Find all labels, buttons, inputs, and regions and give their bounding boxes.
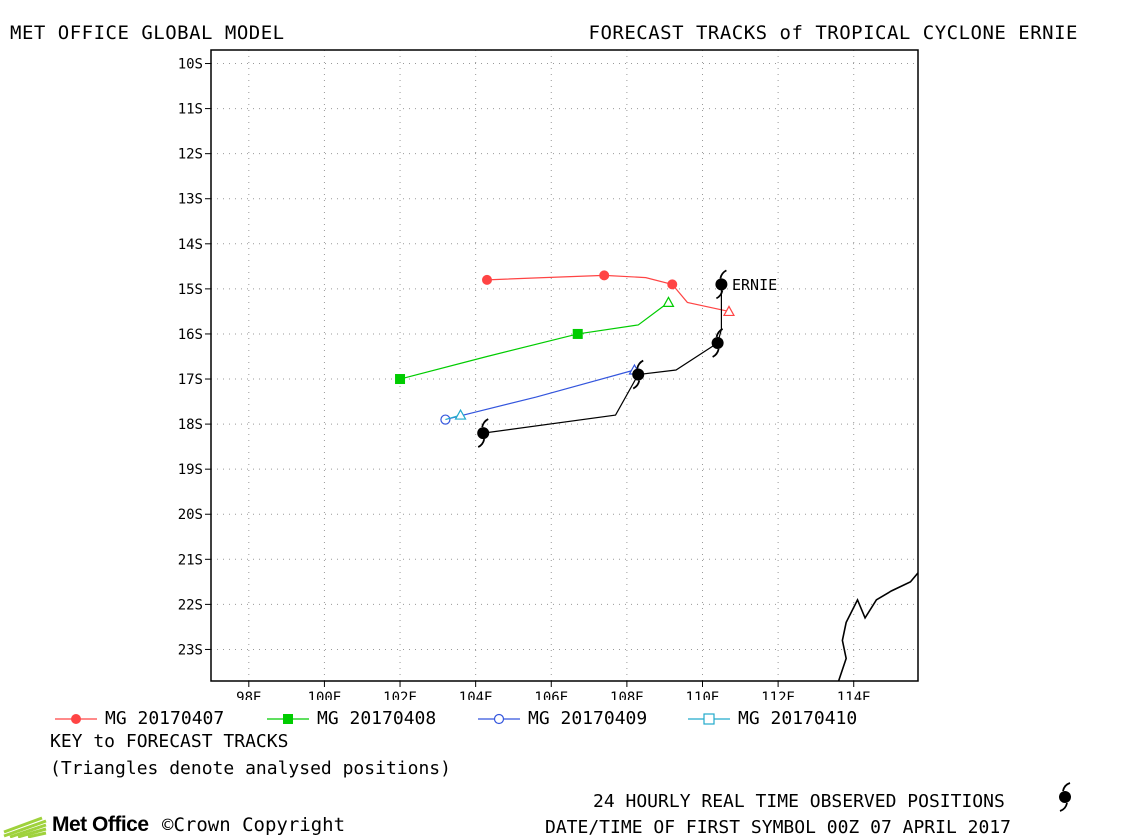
cyclone-arm xyxy=(481,418,489,428)
coastline xyxy=(837,572,919,682)
lat-tick-label: 11S xyxy=(178,102,203,118)
forecast-title: FORECAST TRACKS of TROPICAL CYCLONE ERNI… xyxy=(588,22,1078,44)
forecast-point-marker xyxy=(599,270,610,281)
lat-tick-label: 17S xyxy=(178,372,203,388)
cyclone-symbol-icon xyxy=(711,328,724,358)
cyclone-arm xyxy=(632,380,641,390)
axis-ticks: 10S 11S 12S 13S 14S 15S 16S 17S 18S 19S 20S 21S 22S 2… xyxy=(178,57,871,700)
lon-tick-label: 106E xyxy=(534,690,568,700)
cyclone-eye xyxy=(711,336,724,349)
track-map: 10S 11S 12S 13S 14S 15S 16S 17S 18S 19S 20S 21S 22S 2… xyxy=(178,49,919,700)
forecast-point-marker xyxy=(481,274,492,285)
cyclone-eye xyxy=(715,278,728,291)
lat-tick-label: 10S xyxy=(178,57,203,73)
lat-tick-label: 23S xyxy=(178,642,203,658)
key-title: KEY to FORECAST TRACKS xyxy=(50,731,289,752)
forecast-tracks xyxy=(395,270,735,425)
legend-marker-red-circle xyxy=(55,713,97,724)
legend-label: MG 20170409 xyxy=(528,708,648,729)
track-line xyxy=(399,301,669,380)
cyclone-eye xyxy=(477,427,490,440)
legend-label: MG 20170410 xyxy=(738,708,858,729)
lon-tick-label: 112E xyxy=(761,690,795,700)
cyclone-symbol-icon xyxy=(1059,782,1071,812)
legend-item-20170407: MG 20170407 xyxy=(55,708,224,729)
lon-tick-label: 114E xyxy=(837,690,871,700)
lat-tick-label: 15S xyxy=(178,282,203,298)
lat-tick-label: 19S xyxy=(178,462,203,478)
lat-tick-label: 22S xyxy=(178,597,203,613)
lat-tick-label: 14S xyxy=(178,237,203,253)
analysed-position-triangle xyxy=(454,408,467,420)
observed-track xyxy=(477,269,728,448)
lat-tick-label: 18S xyxy=(178,417,203,433)
lon-tick-label: 110E xyxy=(686,690,720,700)
lat-tick-label: 21S xyxy=(178,552,203,568)
cyclone-symbol-icon xyxy=(477,418,490,448)
cyclone-arm xyxy=(712,348,720,358)
cyclone-eye xyxy=(632,368,645,381)
lon-tick-label: 102E xyxy=(383,690,417,700)
model-title: MET OFFICE GLOBAL MODEL xyxy=(10,22,285,44)
lon-tick-label: 104E xyxy=(459,690,493,700)
lon-tick-label: 108E xyxy=(610,690,644,700)
lon-tick-label: 100E xyxy=(308,690,342,700)
legend-label: MG 20170407 xyxy=(105,708,225,729)
cyclone-arm xyxy=(636,359,644,369)
forecast-point-marker xyxy=(572,328,583,339)
lat-tick-label: 16S xyxy=(178,327,203,343)
legend-marker-blue-circle xyxy=(478,713,520,724)
forecast-point-marker xyxy=(395,374,406,385)
lat-tick-label: 20S xyxy=(178,507,203,523)
copyright-notice: ©Crown Copyright xyxy=(162,814,346,836)
cyclone-symbol-icon xyxy=(632,359,645,390)
analysed-position-triangle xyxy=(662,296,675,307)
observed-track-line xyxy=(483,284,723,434)
met-office-logo-icon xyxy=(3,816,47,838)
cyclone-arm xyxy=(477,438,486,448)
coastline-path xyxy=(837,572,919,682)
legend-label: MG 20170408 xyxy=(317,708,437,729)
track-line xyxy=(445,369,635,421)
map-frame xyxy=(210,49,919,682)
cyclone-symbol-icon xyxy=(715,269,728,300)
legend-item-20170409: MG 20170409 xyxy=(478,708,647,729)
lat-tick-label: 12S xyxy=(178,147,203,163)
legend-item-20170408: MG 20170408 xyxy=(267,708,436,729)
cyclone-arm xyxy=(719,269,727,279)
first-symbol-datetime: DATE/TIME OF FIRST SYMBOL 00Z 07 APRIL 2… xyxy=(545,817,1011,838)
legend-marker-green-square xyxy=(267,713,309,724)
map-grid xyxy=(211,50,918,681)
storm-label: ERNIE xyxy=(732,276,777,294)
legend-item-20170410: MG 20170410 xyxy=(688,708,857,729)
legend-marker-cyan-square xyxy=(688,712,730,725)
forecast-point-marker xyxy=(667,279,678,290)
met-office-wordmark: Met Office xyxy=(52,813,149,836)
cyclone-arm xyxy=(715,290,724,300)
key-note: (Triangles denote analysed positions) xyxy=(50,758,451,779)
observed-positions-label: 24 HOURLY REAL TIME OBSERVED POSITIONS xyxy=(593,791,1005,812)
met-office-logo: Met Office xyxy=(2,812,149,838)
lat-tick-label: 13S xyxy=(178,192,203,208)
track-line xyxy=(486,274,730,313)
lon-tick-label: 98E xyxy=(236,690,261,700)
cyclone-arm xyxy=(715,328,724,338)
analysed-position-triangle xyxy=(722,305,735,317)
